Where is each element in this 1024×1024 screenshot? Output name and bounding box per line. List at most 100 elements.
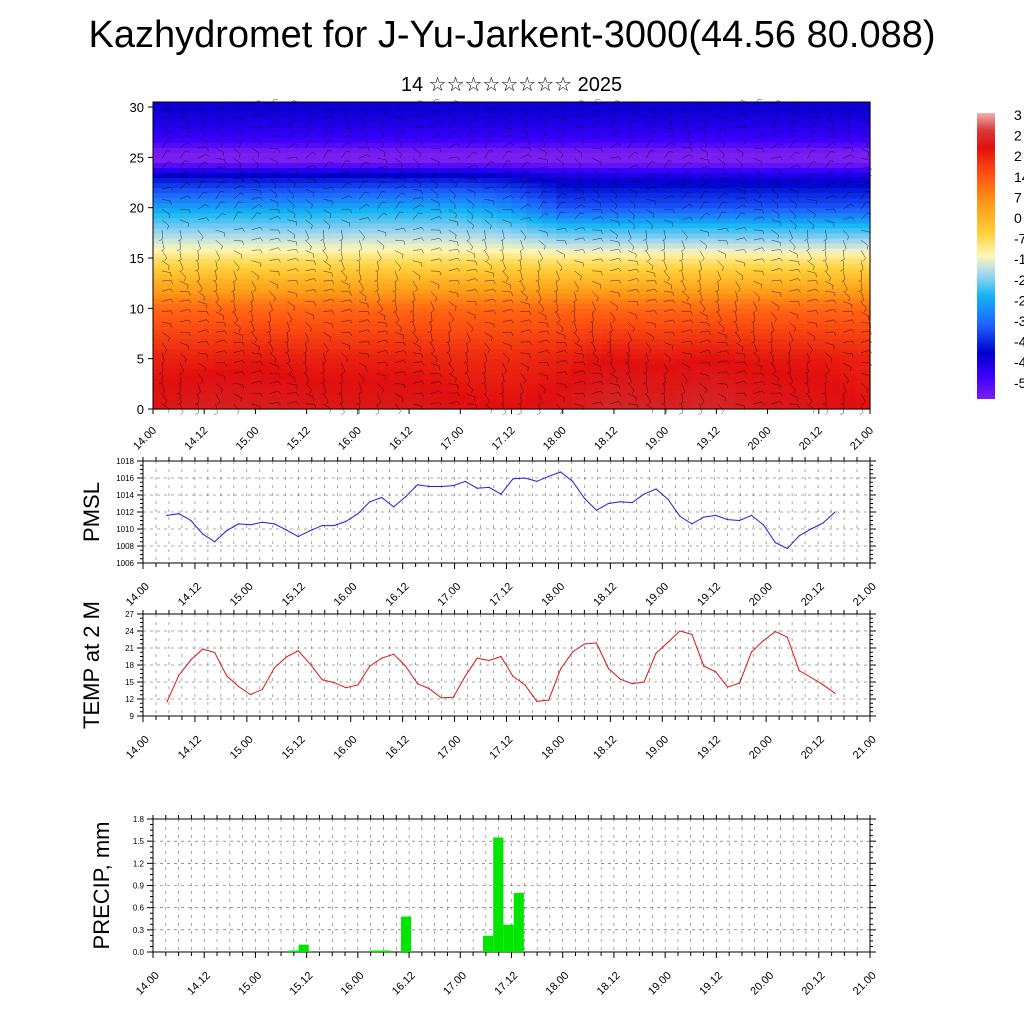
heatmap-cell: [541, 222, 557, 229]
heatmap-cell: [571, 102, 587, 108]
heatmap-cell: [795, 252, 811, 259]
wind-barb: [735, 291, 739, 301]
wind-barb: [215, 181, 222, 190]
heatmap-cell: [332, 373, 348, 380]
heatmap-cell: [720, 353, 737, 360]
wind-barb: [197, 204, 206, 210]
heatmap-cell: [451, 142, 468, 148]
wind-barb-flag: [356, 269, 361, 272]
wind-barb: [287, 280, 297, 282]
wind-barb: [323, 403, 331, 410]
wind-barb: [843, 329, 852, 333]
wind-barb-flag: [467, 238, 471, 242]
heatmap-cell: [571, 217, 587, 224]
wind-barb: [860, 301, 867, 309]
heatmap-cell: [287, 117, 303, 123]
heatmap-cell: [481, 132, 498, 138]
wind-barb-flag: [500, 381, 505, 385]
heatmap-cell: [153, 147, 169, 153]
heatmap-cell: [690, 172, 707, 179]
heatmap-cell: [466, 348, 483, 355]
heatmap-cell: [675, 373, 692, 380]
wind-barb-flag: [214, 269, 218, 272]
heatmap-cell: [556, 328, 572, 335]
heatmap-cell: [526, 348, 542, 355]
wind-barb: [412, 197, 422, 200]
wind-barb: [645, 240, 649, 249]
heatmap-cell: [362, 232, 378, 239]
heatmap-cell: [526, 278, 542, 284]
wind-barb-flag: [833, 208, 837, 213]
heatmap-cell: [855, 127, 871, 133]
wind-barb-flag: [358, 248, 363, 252]
heatmap-cell: [167, 227, 184, 234]
heatmap-cell: [406, 242, 423, 249]
heatmap-cell: [377, 368, 393, 375]
wind-barb: [484, 342, 491, 350]
heatmap-cell: [481, 117, 498, 123]
heatmap-cell: [496, 318, 513, 325]
heatmap-cell: [392, 222, 408, 229]
wind-barb-flag: [625, 351, 630, 354]
heatmap-cell: [212, 142, 229, 148]
heatmap-cell: [556, 127, 572, 133]
heatmap-cell: [451, 273, 468, 279]
heatmap-cell: [720, 393, 737, 400]
heatmap-cell: [705, 222, 722, 229]
heatmap-cell: [242, 333, 259, 340]
wind-barb: [358, 260, 361, 270]
wind-barb: [842, 171, 849, 179]
heatmap-cell: [795, 378, 811, 385]
heatmap-cell: [153, 207, 169, 214]
wind-barb-flag: [618, 293, 620, 298]
wind-barb-flag: [777, 378, 780, 383]
heatmap-cell: [825, 308, 841, 314]
wind-barb-flag: [840, 412, 844, 415]
heatmap-cell: [526, 358, 542, 365]
heatmap-cell: [317, 217, 333, 224]
wind-barb-flag: [483, 248, 487, 252]
wind-barb-flag: [399, 211, 404, 213]
wind-barb: [323, 229, 325, 239]
heatmap-cell: [332, 368, 348, 375]
heatmap-cell: [212, 197, 229, 204]
heatmap-cell: [810, 217, 826, 224]
heatmap-cell: [631, 403, 647, 410]
wind-barb-flag: [345, 277, 348, 282]
wind-barb: [681, 154, 691, 159]
heatmap-cell: [317, 247, 333, 254]
heatmap-cell: [735, 368, 752, 375]
heatmap-cell: [511, 207, 528, 214]
heatmap-cell: [765, 202, 781, 209]
heatmap-cell: [436, 182, 453, 189]
wind-barb-flag: [242, 178, 245, 183]
heatmap-cell: [481, 298, 498, 304]
heatmap-cell: [332, 378, 348, 385]
heatmap-cell: [526, 298, 542, 304]
wind-barb: [161, 288, 171, 292]
heatmap-cell: [840, 278, 856, 284]
wind-barb-flag: [295, 143, 299, 147]
heatmap-cell: [675, 288, 692, 294]
heatmap-cell: [406, 378, 423, 385]
heatmap-cell: [392, 318, 408, 325]
heatmap-cell: [735, 278, 752, 284]
wind-barb-flag: [600, 381, 604, 385]
heatmap-cell: [631, 363, 647, 370]
wind-barb-flag: [159, 371, 163, 374]
heatmap-cell: [197, 353, 214, 360]
heatmap-cell: [675, 137, 692, 143]
heatmap-cell: [287, 393, 303, 400]
heatmap-cell: [272, 122, 289, 128]
wind-barb-flag: [554, 310, 559, 313]
heatmap-cell: [511, 403, 528, 410]
heatmap-cell: [153, 258, 169, 264]
heatmap-cell: [735, 288, 752, 294]
heatmap-cell: [227, 308, 244, 314]
wind-barb: [735, 204, 744, 210]
heatmap-cell: [377, 353, 393, 360]
heatmap-cell: [406, 222, 423, 229]
wind-barb-flag: [744, 392, 747, 397]
heatmap-cell: [601, 288, 617, 294]
heatmap-cell: [272, 202, 289, 209]
